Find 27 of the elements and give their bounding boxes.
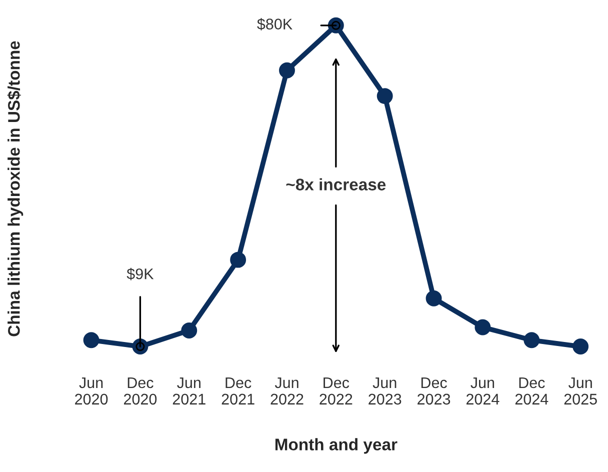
- y-axis-title: China lithium hydroxide in US$/tonne: [7, 41, 24, 336]
- point: [83, 332, 100, 348]
- point: [474, 319, 491, 336]
- annotation: $9K: [126, 268, 154, 280]
- point: [279, 62, 295, 78]
- x-tick-label: Jun 2020: [75, 377, 108, 405]
- x-tick-label: Dec 2020: [124, 377, 157, 405]
- x-tick-label: Jun 2023: [368, 377, 402, 405]
- point: [376, 88, 393, 104]
- point: [524, 332, 540, 348]
- x-tick-label: Jun 2022: [270, 377, 304, 405]
- x-tick-label: Dec 2021: [222, 377, 254, 405]
- point: [181, 322, 198, 338]
- point: [328, 17, 344, 34]
- x-tick-label: Dec 2023: [418, 377, 450, 405]
- point: [426, 290, 442, 306]
- point: [230, 252, 246, 268]
- x-tick-label: Dec 2022: [320, 377, 352, 405]
- point: [572, 338, 589, 355]
- x-tick-label: Jun 2024: [466, 377, 500, 405]
- point: [132, 338, 148, 355]
- x-axis-title: Month and year: [275, 438, 398, 454]
- annotation: ~8x increase: [286, 178, 386, 190]
- x-tick-label: Dec 2024: [515, 377, 548, 405]
- x-tick-label: Jun 2021: [172, 377, 206, 405]
- annotation: $80K: [257, 18, 292, 30]
- x-tick-label: Jun 2025: [564, 377, 597, 405]
